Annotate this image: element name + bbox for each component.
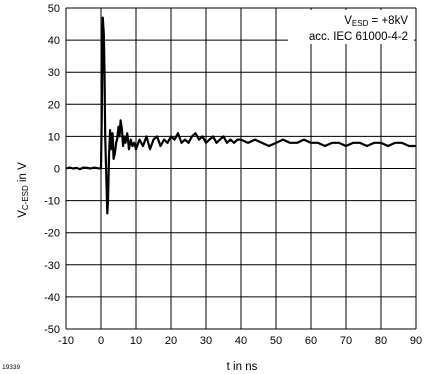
x-tick-label: 90 (410, 335, 422, 347)
x-tick-label: 60 (305, 335, 317, 347)
x-tick-label: 20 (165, 335, 177, 347)
x-tick-label: 0 (98, 335, 104, 347)
x-tick-labels: -10 0 10 20 30 40 50 60 70 80 90 (58, 335, 422, 347)
y-axis-label: VC-ESD in V (17, 162, 30, 218)
y-tick-label: -20 (44, 228, 60, 240)
y-tick-label: 40 (48, 35, 60, 47)
x-tick-label: 30 (200, 335, 212, 347)
y-tick-label: 0 (54, 164, 60, 176)
y-tick-label: -50 (44, 324, 60, 336)
y-tick-label: -10 (44, 196, 60, 208)
x-tick-label: 50 (270, 335, 282, 347)
y-tick-label: 50 (48, 3, 60, 15)
x-tick-label: -10 (58, 335, 74, 347)
annotation-line1: VESD = +8kV (344, 15, 408, 28)
y-tick-label: 30 (48, 67, 60, 79)
y-tick-label: -40 (44, 292, 60, 304)
y-tick-labels: 50 40 30 20 10 0 -10 -20 -30 -40 -50 (44, 3, 60, 336)
annotation-line2: acc. IEC 61000-4-2 (309, 31, 408, 43)
x-tick-label: 80 (375, 335, 387, 347)
x-tick-label: 70 (340, 335, 352, 347)
figure-number: 19339 (2, 364, 20, 371)
x-axis-label: t in ns (227, 361, 258, 373)
y-tick-label: 20 (48, 99, 60, 111)
x-tick-label: 40 (235, 335, 247, 347)
y-tick-label: 10 (48, 131, 60, 143)
voltage-trace (65, 16, 416, 215)
chart-grid (65, 7, 417, 330)
x-tick-label: 10 (130, 335, 142, 347)
annotation-box (288, 10, 414, 44)
y-tick-label: -30 (44, 260, 60, 272)
